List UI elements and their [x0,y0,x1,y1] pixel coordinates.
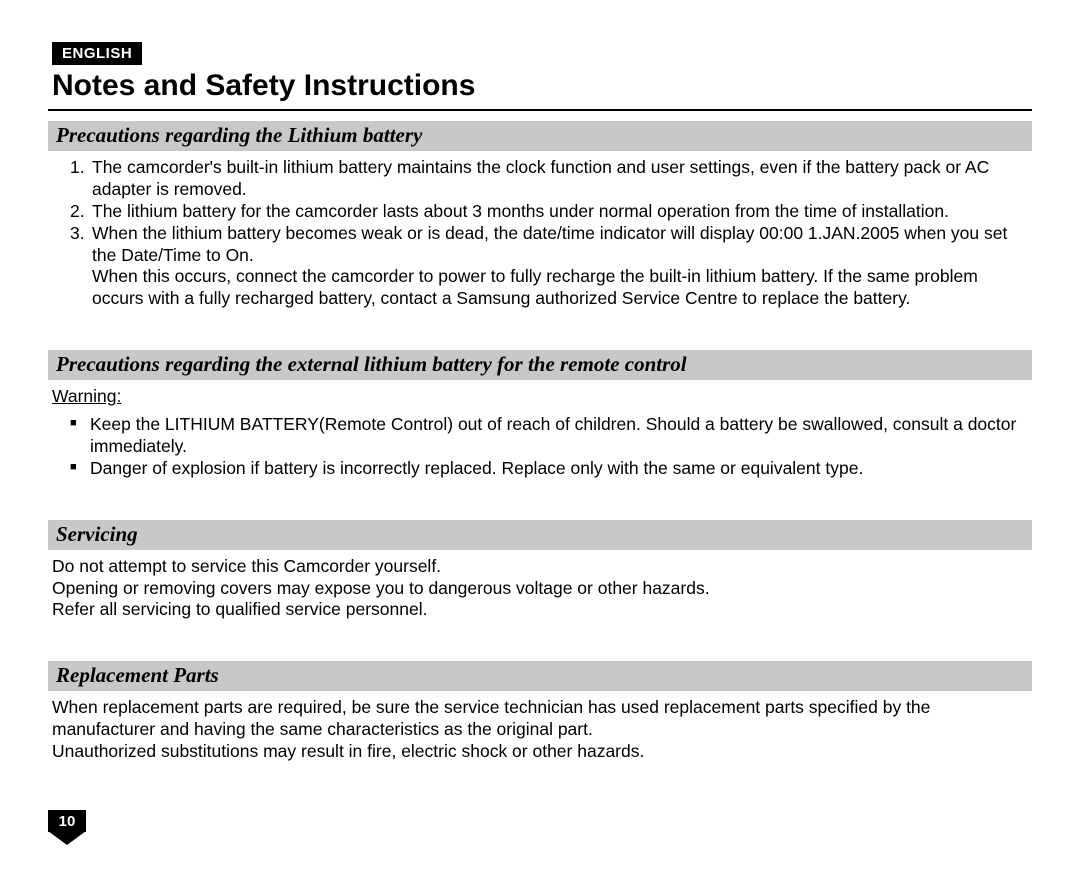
section-header-servicing: Servicing [48,520,1032,550]
section-header-replacement: Replacement Parts [48,661,1032,691]
list-item: 2.The lithium battery for the camcorder … [70,201,1032,223]
page-number-triangle-icon [48,831,86,845]
remote-battery-warning-list: Keep the LITHIUM BATTERY(Remote Control)… [48,414,1032,480]
page-number: 10 [59,813,76,830]
language-badge: ENGLISH [52,42,142,65]
warning-label: Warning: [48,386,1032,408]
list-item: Keep the LITHIUM BATTERY(Remote Control)… [70,414,1032,458]
title-divider [48,109,1032,111]
page-title: Notes and Safety Instructions [52,69,1032,103]
lithium-precaution-list: 1.The camcorder's built-in lithium batte… [48,157,1032,310]
servicing-text: Do not attempt to service this Camcorder… [48,556,1032,622]
section-header-remote-battery: Precautions regarding the external lithi… [48,350,1032,380]
replacement-text: When replacement parts are required, be … [48,697,1032,763]
page-number-badge: 10 [48,810,86,850]
list-item: Danger of explosion if battery is incorr… [70,458,1032,480]
list-item: When this occurs, connect the camcorder … [70,266,1032,310]
section-header-lithium: Precautions regarding the Lithium batter… [48,121,1032,151]
list-item: 1.The camcorder's built-in lithium batte… [70,157,1032,201]
list-item: 3.When the lithium battery becomes weak … [70,223,1032,267]
